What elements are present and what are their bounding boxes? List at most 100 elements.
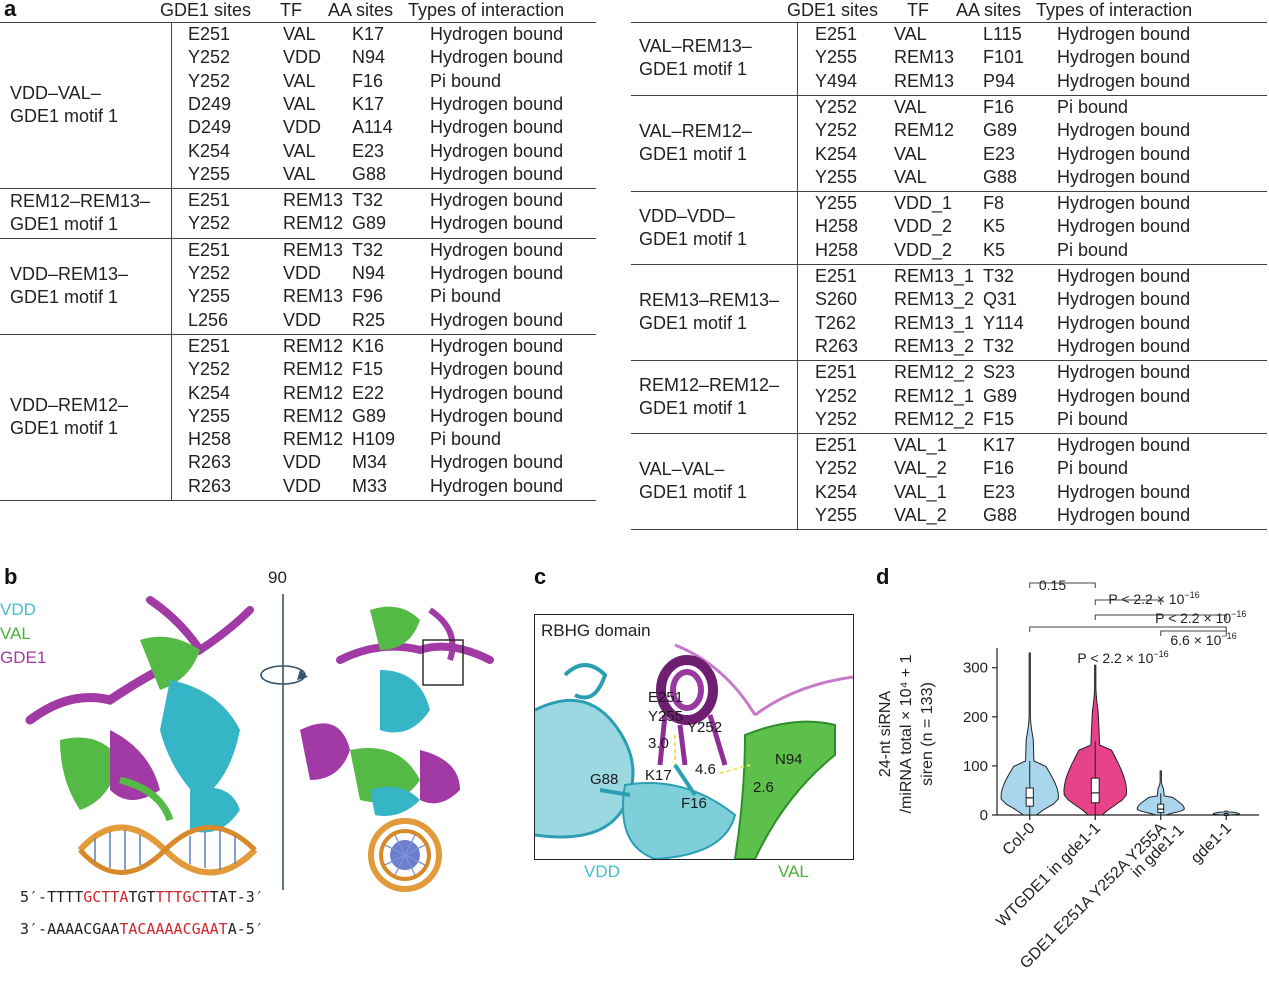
table-cell: VDD [283, 47, 322, 68]
table-cell: REM12 [283, 382, 344, 403]
table-cell: K254 [188, 382, 231, 403]
table-cell: VAL [894, 24, 927, 44]
table-cell: Hydrogen bound [1057, 120, 1191, 141]
panel-letter-a: a [4, 0, 17, 21]
table-cell: R25 [352, 309, 386, 330]
table-cell: VAL [283, 24, 316, 44]
table-cell: REM12 [894, 120, 955, 141]
table-cell: VAL [894, 96, 927, 117]
table-cell: L115 [983, 24, 1022, 44]
header-tf: TF [907, 0, 929, 20]
table-cell: H258 [815, 239, 859, 260]
header-types: Types of interaction [408, 0, 565, 20]
group-label: VDD–REM13– GDE1 motif 1 [10, 263, 128, 309]
table-cell: G89 [983, 385, 1018, 406]
y-axis-label: /miRNA total × 10⁴ + 1 [898, 654, 915, 813]
table-cell: Y252 [815, 385, 858, 406]
table-cell: E23 [983, 143, 1016, 164]
p-value-label: P < 2.2 × 10−16 [1108, 590, 1199, 607]
table-cell: VDD_2 [894, 216, 953, 237]
group-label-line: REM13–REM13– [639, 290, 780, 311]
table-cell: Y255 [815, 166, 858, 187]
table-cell: K17 [983, 435, 1016, 456]
table-cell: REM12 [283, 429, 344, 450]
table-cell: VAL_1 [894, 435, 947, 456]
table-cell: Hydrogen bound [1057, 143, 1191, 164]
dna-segment: 5′-TTTT [20, 888, 84, 906]
panel-letter-c: c [534, 564, 547, 589]
table-cell: T32 [983, 266, 1015, 286]
group-label-line: VDD–REM12– [10, 394, 129, 415]
table-cell: G89 [983, 120, 1018, 141]
legend-gde1: GDE1 [0, 648, 47, 667]
table-cell: VAL [283, 70, 316, 91]
group-label-line: GDE1 motif 1 [639, 144, 748, 164]
table-cell: VDD_2 [894, 239, 953, 260]
header-aa: AA sites [956, 0, 1022, 20]
label-vdd: VDD [584, 862, 620, 881]
group-label: VDD–VAL– GDE1 motif 1 [10, 82, 118, 128]
table-cell: Pi bound [430, 429, 502, 450]
table-cell: Pi bound [1057, 458, 1129, 479]
table-cell: R263 [815, 335, 859, 356]
table-cell: Hydrogen bound [430, 213, 564, 234]
violin-chart: 0 100 200 300 24-nt siRNA/miRNA total × 10⁴ … [877, 577, 1259, 973]
group-label-line: VAL–REM13– [639, 36, 752, 57]
table-cell: VAL [894, 143, 927, 164]
table-cell: E251 [188, 335, 231, 356]
table-cell: VDD_1 [894, 193, 953, 214]
table-cell: T32 [352, 190, 384, 211]
significance-bracket [1094, 614, 1227, 620]
table-cell: M34 [352, 452, 388, 473]
table-cell: Hydrogen bound [430, 93, 564, 114]
table-cell: F101 [983, 47, 1025, 68]
p-value-label: 6.6 × 10−16 [1170, 631, 1236, 648]
dna-segment: TTTGCT [155, 888, 210, 906]
table-cell: Pi bound [430, 70, 502, 91]
rotation-label: 90 [268, 568, 287, 587]
group-label-line: VAL–VAL– [639, 459, 725, 480]
x-category-label: GDE1 E251A Y252A Y255A [1017, 820, 1170, 973]
p-value-label: P < 2.2 × 10−16 [1155, 609, 1246, 626]
table-cell: REM13 [894, 70, 955, 91]
residue-label-y252: Y252 [687, 719, 723, 736]
table-cell: Y252 [188, 263, 231, 283]
table-cell: Y252 [188, 47, 231, 68]
table-rule [0, 500, 596, 501]
table-cell: REM12 [283, 213, 344, 234]
group-label-line: GDE1 motif 1 [639, 228, 748, 249]
residue-label-e251: E251 [648, 689, 684, 706]
table-cell: F16 [983, 96, 1015, 117]
table-cell: Y255 [815, 505, 858, 525]
table-rule [0, 188, 596, 190]
structure-front-view [25, 596, 258, 876]
table-cell: Hydrogen bound [430, 382, 564, 403]
table-cell: Y114 [983, 312, 1024, 333]
group-label-line: GDE1 motif 1 [639, 397, 748, 418]
dna-segment: TAT-3′ [209, 888, 264, 906]
rbhg-frame: RBHG domain E251 Y255 Y252 K17 G88 F16 N… [534, 614, 854, 860]
legend-val: VAL [0, 624, 31, 643]
table-cell: Hydrogen bound [1057, 193, 1191, 214]
table-cell: S260 [815, 289, 858, 310]
table-cell: REM13_1 [894, 266, 975, 286]
table-cell: G88 [983, 505, 1018, 525]
p-value-label: P < 2.2 × 10−16 [1077, 649, 1168, 666]
table-cell: Hydrogen bound [1057, 24, 1191, 44]
header-sites: GDE1 sites [160, 0, 252, 20]
table-rule [631, 529, 1267, 531]
table-cell: E251 [188, 24, 231, 44]
group-label-line: REM12–REM13– [10, 190, 151, 211]
residue-label-g88: G88 [590, 771, 619, 788]
table-cell: VDD [283, 452, 322, 473]
table-cell: N94 [352, 263, 386, 283]
table-cell: L256 [188, 309, 229, 330]
table-cell: Q31 [983, 289, 1018, 310]
table-cell: F15 [352, 359, 384, 380]
group-label: REM13–REM13– GDE1 motif 1 [639, 289, 779, 335]
group-label-line: GDE1 motif 1 [639, 482, 748, 503]
residue-label-f16: F16 [681, 795, 707, 812]
table-cell: K16 [352, 335, 385, 356]
residue-label-k17: K17 [645, 767, 672, 784]
table-rule [631, 22, 1267, 23]
